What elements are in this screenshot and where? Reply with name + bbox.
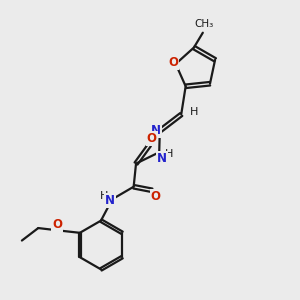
Text: H: H: [190, 107, 198, 117]
Text: H: H: [100, 191, 108, 201]
Text: O: O: [147, 132, 157, 145]
Text: N: N: [105, 194, 115, 207]
Text: H: H: [164, 149, 173, 159]
Text: N: N: [157, 152, 166, 165]
Text: O: O: [151, 190, 160, 203]
Text: O: O: [168, 56, 178, 69]
Text: N: N: [151, 124, 161, 137]
Text: O: O: [52, 218, 62, 231]
Text: CH₃: CH₃: [195, 20, 214, 29]
